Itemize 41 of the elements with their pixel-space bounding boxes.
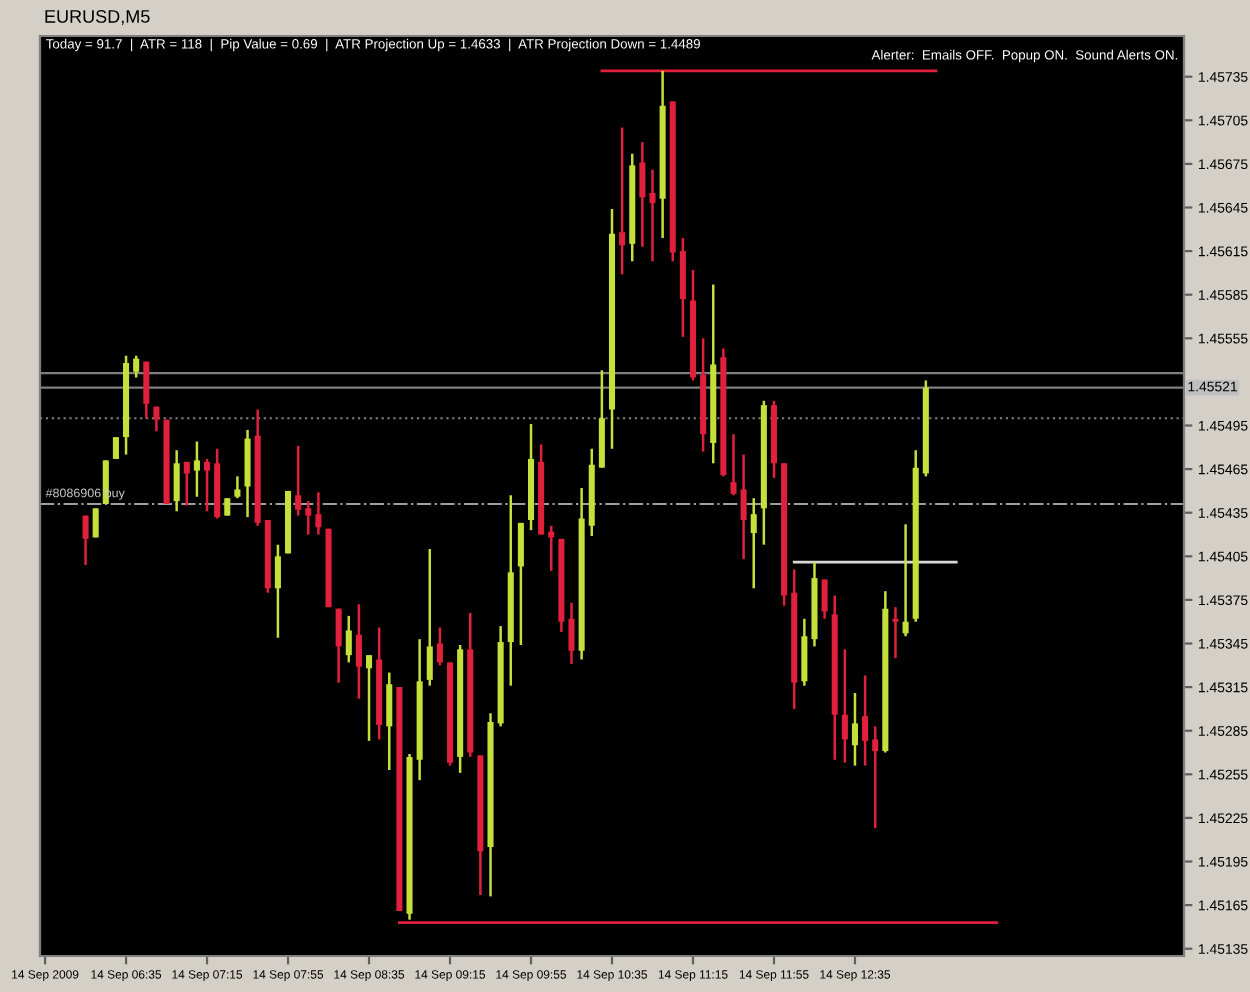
candlestick [679, 236, 686, 339]
candlestick [902, 523, 909, 638]
candlestick [335, 607, 342, 685]
candlestick [193, 440, 200, 498]
candlestick [244, 428, 251, 519]
candlestick [82, 514, 89, 567]
candlestick [305, 499, 312, 536]
candlestick [750, 496, 757, 590]
candlestick [426, 547, 433, 687]
candlestick [315, 491, 322, 536]
candlestick [355, 603, 362, 700]
candlestick [639, 140, 646, 248]
candlestick [204, 457, 211, 513]
candlestick [851, 691, 859, 767]
candlestick [619, 126, 626, 276]
candlestick [345, 614, 352, 664]
candlestick [143, 360, 150, 420]
candlestick [568, 601, 575, 666]
candlestick [649, 168, 656, 263]
candlestick [234, 475, 241, 500]
candlestick [436, 626, 443, 667]
candlestick [133, 354, 140, 379]
candlestick [153, 405, 160, 433]
candlestick [872, 725, 879, 830]
candlestick [801, 617, 808, 687]
candlestick [183, 460, 190, 507]
candlestick [862, 674, 869, 767]
candlestick [821, 578, 828, 621]
candlestick [365, 653, 373, 743]
candlestick [92, 507, 99, 539]
candlestick [740, 453, 747, 561]
candlestick [730, 432, 737, 497]
candlestick [517, 521, 524, 647]
candlestick [295, 444, 302, 517]
candlestick [892, 605, 899, 660]
candlestick [841, 648, 848, 764]
candlestick [112, 435, 119, 461]
candlestick [274, 543, 281, 639]
chart-title: EURUSD,M5 [45, 10, 150, 25]
candlestick [386, 671, 393, 772]
candlestick [173, 448, 180, 513]
